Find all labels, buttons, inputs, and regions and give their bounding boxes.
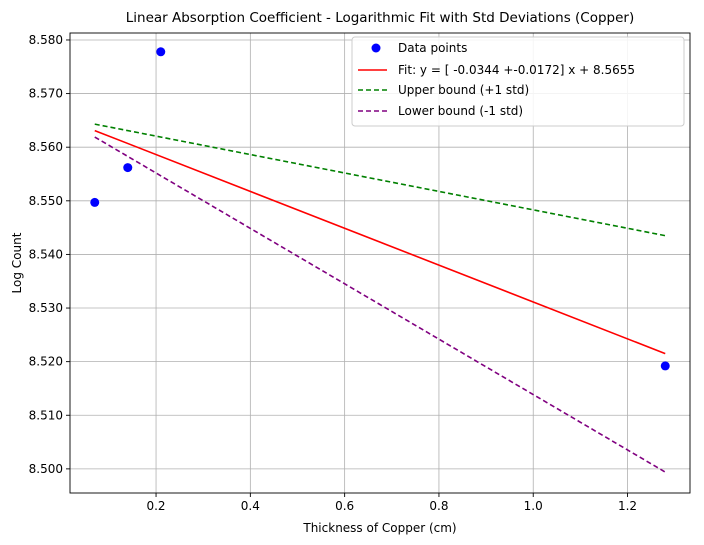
x-tick-label: 1.2 [618,499,637,513]
data-point [660,361,670,371]
lower-bound-line [94,136,666,473]
y-tick-label: 8.550 [29,194,63,208]
y-tick-label: 8.570 [29,87,63,101]
data-point [156,47,166,57]
legend-label-lower-bound: Lower bound (-1 std) [398,104,523,118]
x-tick-label: 0.2 [146,499,165,513]
data-points [90,47,670,371]
legend: Data points Fit: y = [ -0.0344 +-0.0172]… [351,36,685,127]
chart-title: Linear Absorption Coefficient - Logarith… [126,10,634,26]
x-axis-ticks: 0.2 0.4 0.6 0.8 1.0 1.2 [146,493,637,513]
y-axis-ticks: 8.500 8.510 8.520 8.530 8.540 8.550 8.560 8.570… [29,33,70,476]
x-tick-label: 1.0 [524,499,543,513]
y-tick-label: 8.560 [29,140,63,154]
y-tick-label: 8.510 [29,408,63,422]
series-lines [94,123,666,473]
upper-bound-line [94,123,666,237]
x-axis-label: Thickness of Copper (cm) [302,521,456,535]
legend-label-upper-bound: Upper bound (+1 std) [398,83,529,97]
legend-box [351,36,685,127]
y-tick-label: 8.530 [29,301,63,315]
data-point [123,163,133,173]
legend-label-data-points: Data points [398,41,467,55]
y-tick-label: 8.580 [29,33,63,47]
legend-label-fit: Fit: y = [ -0.0344 +-0.0172] x + 8.5655 [398,63,635,77]
y-tick-label: 8.520 [29,355,63,369]
y-tick-label: 8.500 [29,462,63,476]
plot-frame [69,32,691,494]
x-tick-label: 0.8 [429,499,448,513]
data-point [90,197,100,207]
fit-line [94,129,666,355]
legend-marker-data-points [371,43,381,53]
y-tick-label: 8.540 [29,247,63,261]
x-tick-label: 0.6 [335,499,354,513]
x-tick-label: 0.4 [241,499,260,513]
y-axis-label: Log Count [10,232,24,293]
